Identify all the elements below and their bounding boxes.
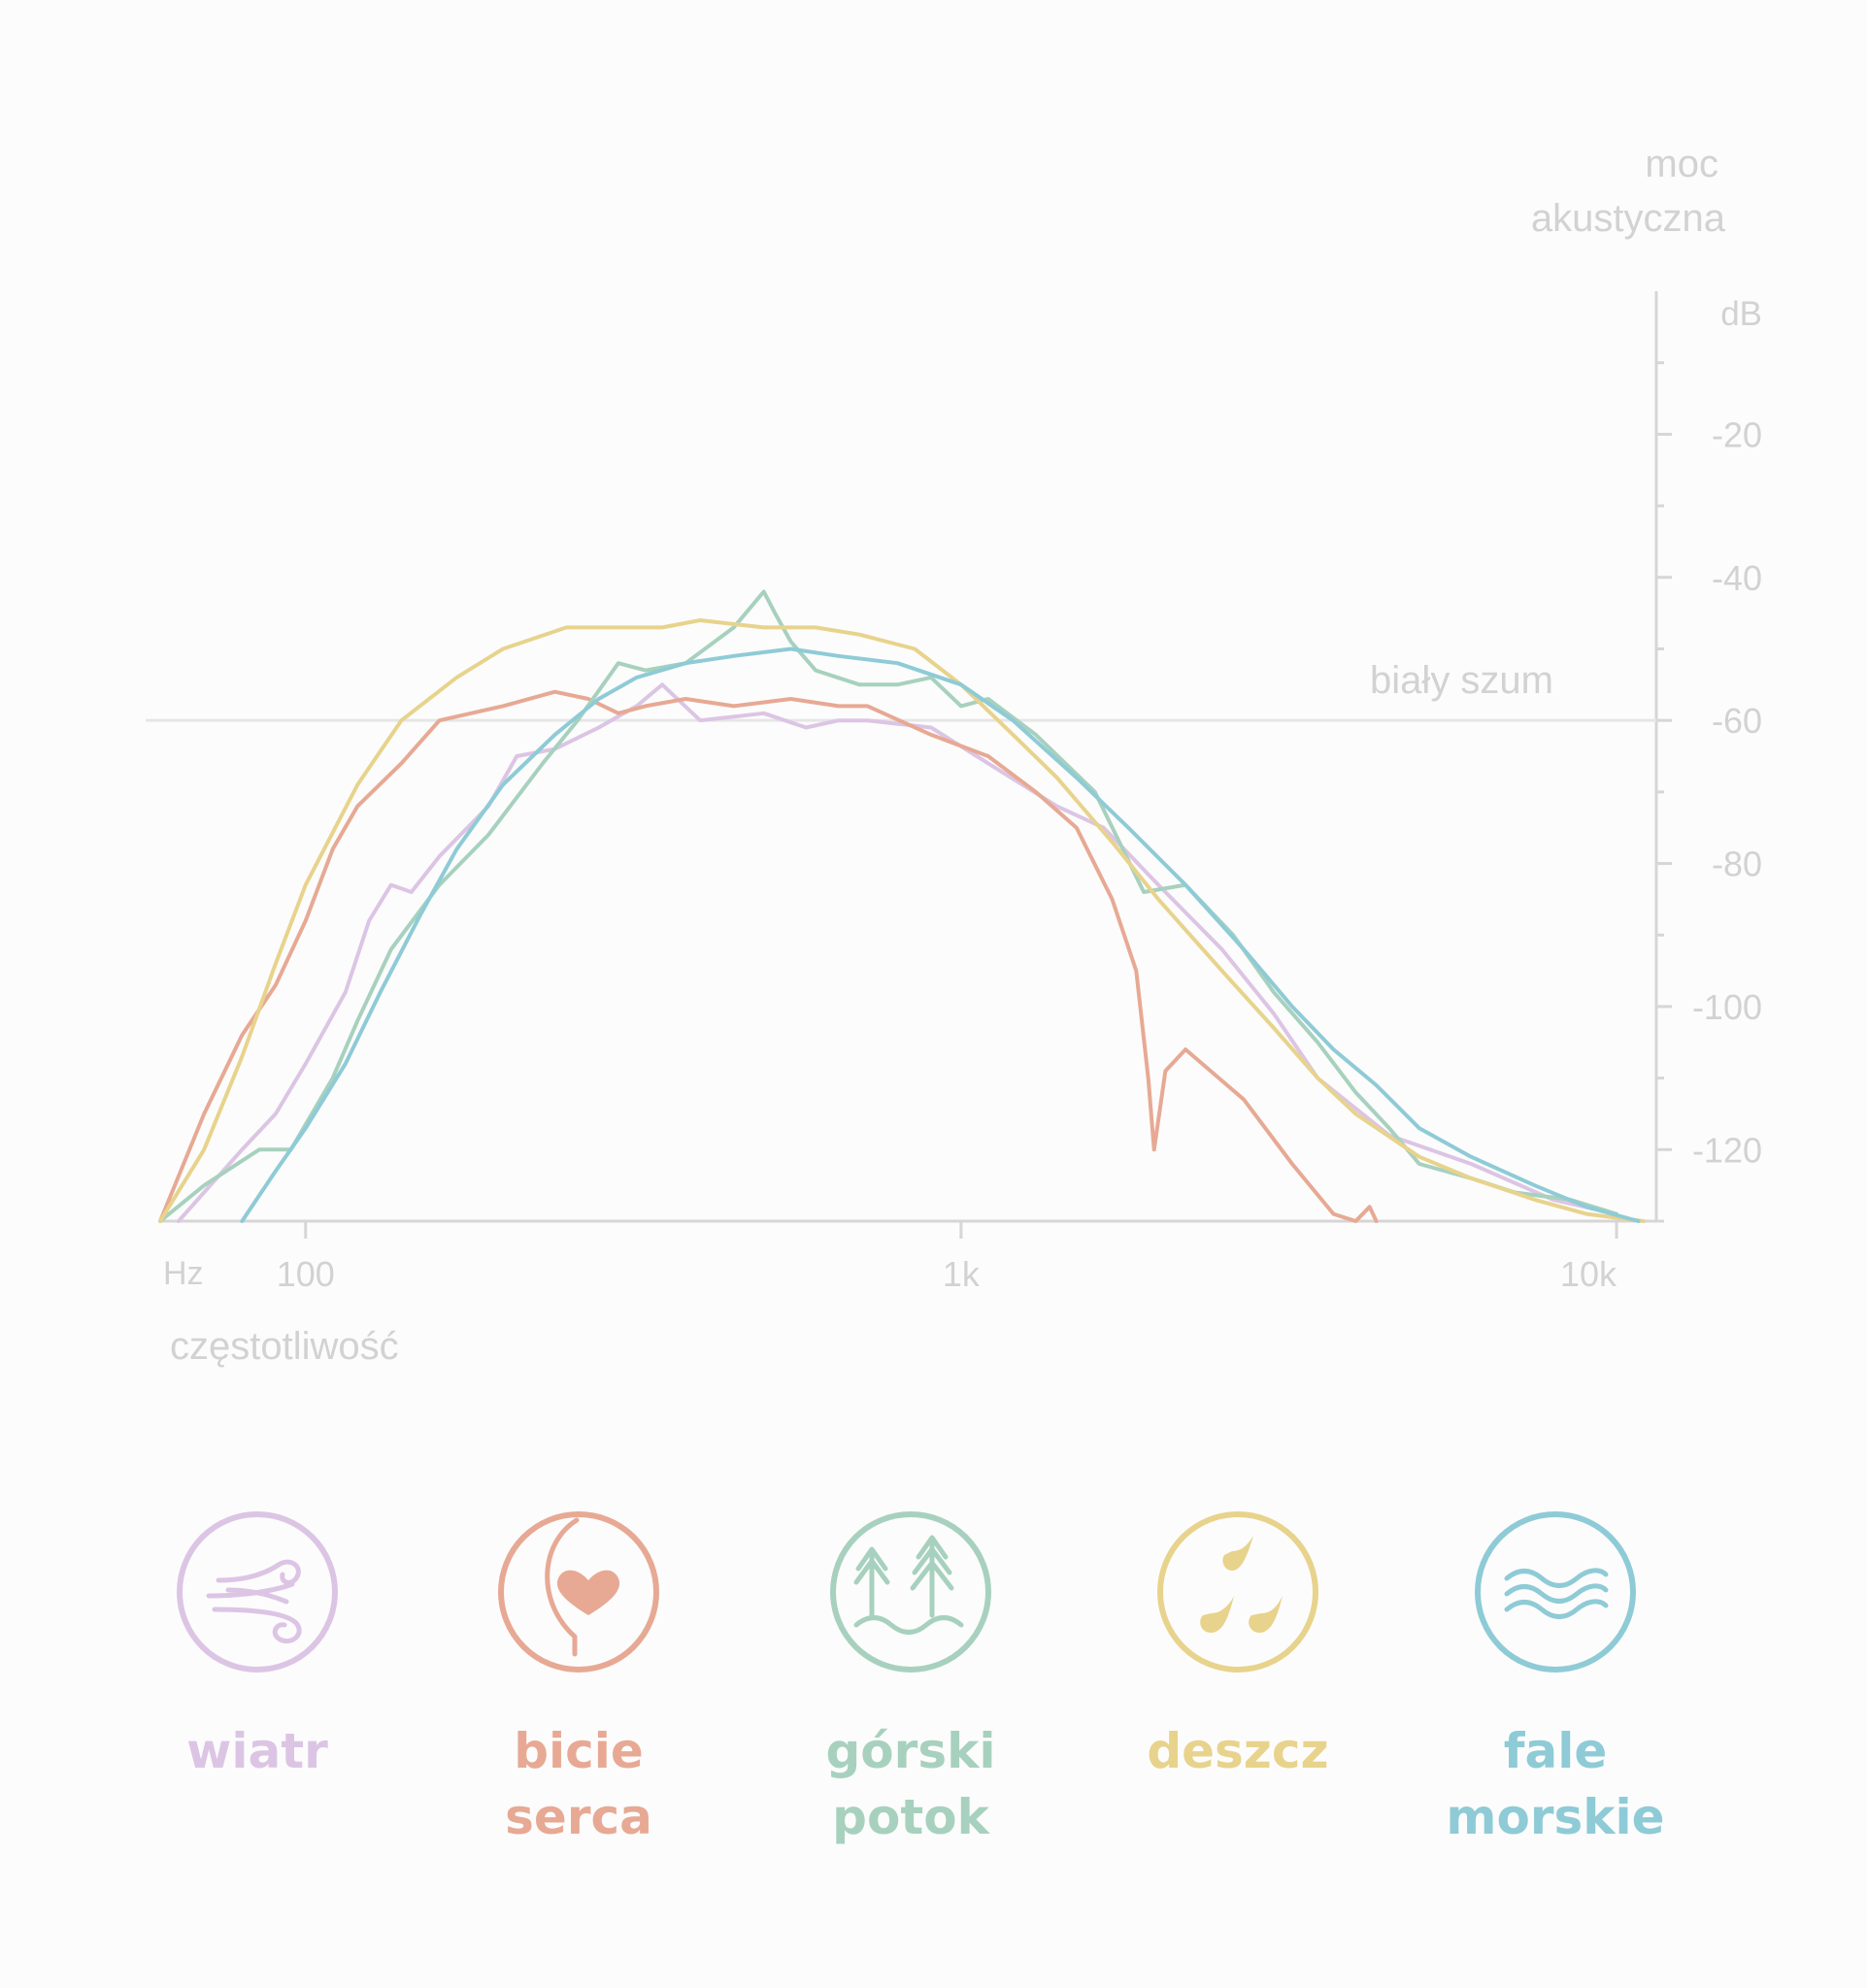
x-tick-label: 10k — [1560, 1254, 1617, 1294]
sea-waves-icon — [1468, 1505, 1643, 1684]
series-line-wiatr — [176, 682, 1618, 1223]
rain-icon — [1150, 1505, 1325, 1684]
y-axis-title-line-1: moc — [1645, 143, 1718, 185]
legend-label-line: morskie — [1446, 1789, 1665, 1845]
y-axis-unit: dB — [1720, 295, 1762, 333]
y-ticks: -20 -40 -60 -80 -100 -120 — [1656, 361, 1762, 1223]
legend-label: deszcz — [1083, 1718, 1393, 1784]
legend-label: górski potok — [755, 1718, 1066, 1850]
x-axis-unit: Hz — [163, 1255, 204, 1292]
legend-label: wiatr — [102, 1718, 413, 1784]
y-tick-label: -60 — [1712, 701, 1762, 741]
series-group — [158, 589, 1646, 1223]
heartbeat-icon — [491, 1505, 666, 1684]
legend-label-line: fale — [1503, 1723, 1608, 1779]
legend-label: bicie serca — [423, 1718, 734, 1850]
series-line-fale-morskie — [240, 646, 1641, 1223]
y-tick-label: -80 — [1712, 845, 1762, 884]
x-tick-label: 100 — [277, 1254, 335, 1294]
series-line-deszcz — [158, 618, 1646, 1223]
wind-icon — [170, 1505, 345, 1684]
series-line-górski-potok — [158, 589, 1618, 1223]
y-tick-label: -100 — [1692, 987, 1762, 1027]
legend-label-line: bicie — [514, 1723, 644, 1779]
legend-label: fale morskie — [1400, 1718, 1711, 1850]
legend-label-line: deszcz — [1147, 1723, 1329, 1779]
y-tick-label: -40 — [1712, 558, 1762, 598]
white-noise-label: biały szum — [1370, 659, 1553, 702]
y-tick-label: -120 — [1692, 1130, 1762, 1170]
mountain-stream-icon — [823, 1505, 998, 1684]
legend-label-line: wiatr — [186, 1723, 328, 1779]
legend-label-line: serca — [505, 1789, 652, 1845]
legend-label-line: potok — [832, 1789, 989, 1845]
legend-label-line: górski — [825, 1723, 996, 1779]
x-tick-label: 1k — [943, 1254, 981, 1294]
series-line-bicie-serca — [158, 689, 1379, 1223]
x-axis-title: częstotliwość — [170, 1325, 399, 1368]
x-ticks: 100 1k 10k — [277, 1221, 1618, 1294]
y-axis-title-line-2: akustyczna — [1531, 197, 1726, 240]
y-tick-label: -20 — [1712, 414, 1762, 454]
